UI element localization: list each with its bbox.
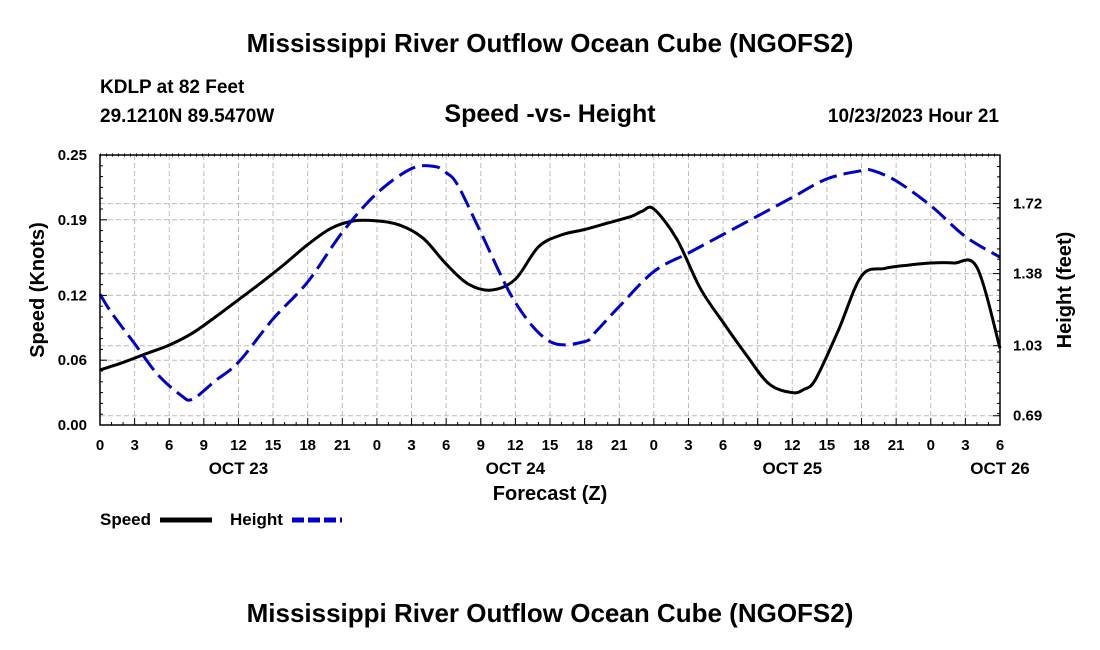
speed-series-line [99, 205, 1002, 395]
legend-height-label: Height [230, 510, 283, 529]
grid [100, 155, 1000, 425]
x-tick-label: 6 [719, 437, 727, 454]
x-tick-label: 9 [754, 437, 762, 454]
date-label: OCT 26 [970, 459, 1030, 478]
plot-frame [99, 153, 1001, 426]
y2-tick-label: 1.38 [1013, 266, 1042, 283]
y2-tick-label: 0.69 [1013, 408, 1042, 425]
y2-tick-label: 1.03 [1013, 338, 1042, 355]
x-tick-label: 6 [165, 437, 173, 454]
y-tick-label: 0.12 [58, 287, 87, 304]
x-tick-label: 15 [542, 437, 559, 454]
x-axis-title: Forecast (Z) [493, 483, 607, 505]
legend-speed-label: Speed [100, 510, 151, 529]
height-series-line [98, 164, 1001, 402]
series-layer [98, 164, 1002, 402]
x-tick-label: 9 [477, 437, 485, 454]
x-tick-label: 3 [684, 437, 692, 454]
chart-subtitle: Speed -vs- Height [444, 100, 656, 128]
forecast-timestamp: 10/23/2023 Hour 21 [827, 106, 999, 127]
x-tick-label: 6 [442, 437, 450, 454]
y-tick-label: 0.00 [58, 417, 87, 434]
x-tick-label: 21 [888, 437, 905, 454]
x-tick-label: 15 [819, 437, 836, 454]
x-tick-label: 6 [996, 437, 1004, 454]
y-tick-label: 0.19 [58, 212, 87, 229]
x-tick-label: 21 [334, 437, 351, 454]
x-tick-label: 0 [927, 437, 935, 454]
x-tick-label: 12 [507, 437, 524, 454]
x-tick-label: 3 [130, 437, 138, 454]
legend: Speed Height [100, 510, 342, 529]
y-tick-label: 0.06 [58, 352, 87, 369]
x-tick-label: 12 [784, 437, 801, 454]
y-tick-label: 0.25 [58, 147, 87, 164]
x-tick-label: 18 [299, 437, 316, 454]
axis-labels: 0 3 6 9 12 15 18 21 0 3 6 9 12 15 18 21 0 3 6 9 12 15 18 21 0 3 6 O… [27, 147, 1076, 505]
date-label: OCT 23 [209, 459, 269, 478]
x-tick-label: 15 [265, 437, 282, 454]
y2-tick-label: 1.72 [1013, 196, 1042, 213]
x-tick-label: 21 [611, 437, 628, 454]
station-label: KDLP at 82 Feet [100, 77, 245, 98]
y2-axis-title: Height (feet) [1054, 232, 1076, 349]
x-tick-label: 3 [961, 437, 969, 454]
coordinates-label: 29.1210N 89.5470W [100, 106, 275, 127]
y-axis-title: Speed (Knots) [27, 222, 49, 358]
x-tick-label: 0 [373, 437, 381, 454]
main-title: Mississippi River Outflow Ocean Cube (NG… [246, 28, 854, 58]
x-tick-label: 3 [407, 437, 415, 454]
x-tick-label: 18 [576, 437, 593, 454]
x-tick-label: 0 [96, 437, 104, 454]
x-tick-label: 9 [200, 437, 208, 454]
footer-title: Mississippi River Outflow Ocean Cube (NG… [246, 598, 854, 628]
x-tick-label: 12 [230, 437, 247, 454]
date-label: OCT 24 [486, 459, 546, 478]
date-label: OCT 25 [763, 459, 823, 478]
x-tick-label: 0 [650, 437, 658, 454]
x-tick-label: 18 [853, 437, 870, 454]
